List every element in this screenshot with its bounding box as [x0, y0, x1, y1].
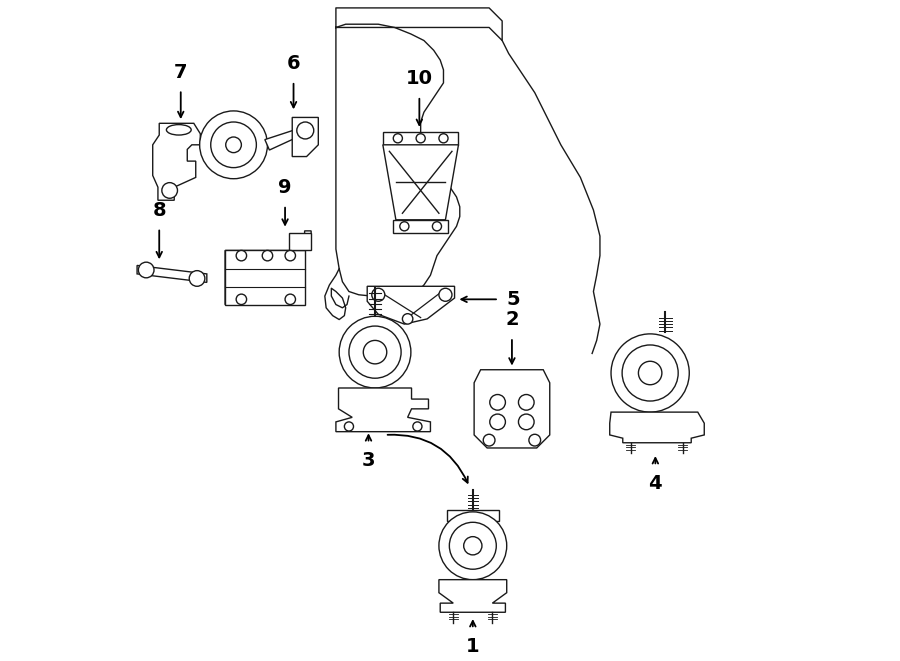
Text: 9: 9 — [278, 178, 292, 197]
Polygon shape — [225, 231, 311, 305]
Circle shape — [638, 362, 662, 385]
Text: 8: 8 — [152, 201, 166, 220]
Circle shape — [413, 422, 422, 431]
Polygon shape — [225, 251, 304, 305]
Circle shape — [611, 334, 689, 412]
Polygon shape — [289, 233, 311, 251]
Circle shape — [349, 326, 401, 378]
Circle shape — [402, 314, 413, 324]
Polygon shape — [393, 220, 448, 233]
Circle shape — [236, 251, 247, 261]
Text: 10: 10 — [406, 69, 433, 88]
Circle shape — [622, 345, 679, 401]
Polygon shape — [367, 286, 454, 324]
Polygon shape — [439, 580, 507, 612]
Polygon shape — [382, 145, 458, 220]
Circle shape — [529, 434, 541, 446]
Polygon shape — [137, 266, 207, 282]
Circle shape — [490, 414, 506, 430]
Text: 5: 5 — [507, 290, 520, 309]
Polygon shape — [446, 510, 499, 521]
Circle shape — [339, 316, 411, 388]
Circle shape — [449, 522, 496, 569]
Circle shape — [236, 294, 247, 305]
Polygon shape — [474, 369, 550, 448]
Circle shape — [345, 422, 354, 431]
Polygon shape — [292, 118, 319, 157]
Ellipse shape — [166, 125, 191, 135]
Circle shape — [416, 134, 425, 143]
Circle shape — [297, 122, 314, 139]
Polygon shape — [153, 124, 201, 200]
Text: 3: 3 — [362, 451, 375, 470]
Circle shape — [162, 182, 177, 198]
Circle shape — [432, 221, 442, 231]
Circle shape — [211, 122, 256, 168]
Polygon shape — [265, 128, 302, 150]
Circle shape — [464, 537, 482, 555]
Circle shape — [400, 221, 409, 231]
Circle shape — [439, 134, 448, 143]
Text: 7: 7 — [174, 63, 187, 81]
Circle shape — [518, 395, 534, 410]
Circle shape — [490, 395, 506, 410]
Circle shape — [483, 434, 495, 446]
Circle shape — [139, 262, 154, 278]
Circle shape — [226, 137, 241, 153]
Circle shape — [372, 288, 385, 301]
Text: 2: 2 — [505, 310, 518, 329]
Circle shape — [262, 251, 273, 261]
Circle shape — [439, 512, 507, 580]
Circle shape — [393, 134, 402, 143]
Circle shape — [518, 414, 534, 430]
Text: 6: 6 — [287, 54, 301, 73]
Circle shape — [200, 111, 267, 178]
Circle shape — [285, 294, 295, 305]
Polygon shape — [336, 388, 430, 432]
Circle shape — [189, 270, 205, 286]
Text: 1: 1 — [466, 637, 480, 656]
Circle shape — [439, 288, 452, 301]
Polygon shape — [382, 132, 458, 145]
Polygon shape — [609, 412, 705, 443]
Circle shape — [364, 340, 387, 364]
Circle shape — [285, 251, 295, 261]
Text: 4: 4 — [649, 474, 662, 493]
